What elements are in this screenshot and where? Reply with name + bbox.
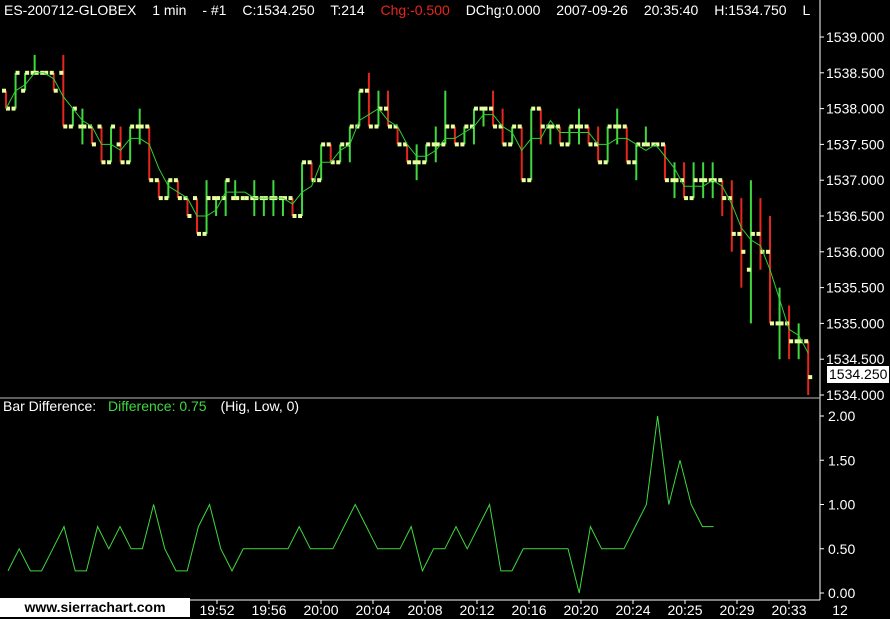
time-label: 20:35:40 (643, 2, 699, 18)
time-axis-label: 19:52 (199, 602, 234, 618)
low-label-truncated: L (802, 2, 811, 18)
interval-label: 1 min (152, 2, 187, 18)
ticks-label: T:214 (330, 2, 365, 18)
difference-axis-label: 1.00 (828, 497, 855, 513)
price-pane[interactable] (2, 54, 813, 395)
price-axis-label: 1538.500 (826, 65, 885, 81)
time-axis-label: 20:16 (511, 602, 546, 618)
time-axis-label: 20:08 (407, 602, 442, 618)
price-axis-label: 1536.000 (826, 244, 885, 260)
difference-pane[interactable] (7, 415, 714, 594)
price-axis-label: 1538.000 (826, 101, 885, 117)
subgraph-params: (Hig, Low, 0) (220, 398, 300, 414)
price-axis-label: 1535.500 (826, 280, 885, 296)
high-label: H:1534.750 (714, 2, 787, 18)
symbol-label: ES-200712-GLOBEX (4, 2, 137, 18)
time-axis-label: 20:33 (771, 602, 806, 618)
time-axis-label: 20:04 (355, 602, 390, 618)
price-axis-label: 1536.500 (826, 208, 885, 224)
sierrachart-link[interactable]: www.sierrachart.com (0, 598, 190, 617)
difference-axis-label: 0.00 (828, 585, 855, 601)
price-axis-label: 1537.000 (826, 172, 885, 188)
day-axis-label: 12 (832, 602, 848, 618)
chart-header: ES-200712-GLOBEX 1 min - #1 C:1534.250 T… (4, 2, 822, 18)
price-axis-label: 1537.500 (826, 136, 885, 152)
difference-axis-label: 2.00 (828, 408, 855, 424)
difference-line (7, 415, 714, 594)
chart-number-label: - #1 (202, 2, 227, 18)
moving-average-line (5, 72, 809, 354)
price-axis-label: 1535.000 (826, 315, 885, 331)
current-price-badge: 1534.250 (827, 366, 889, 383)
change-label: Chg:-0.500 (380, 2, 450, 18)
time-axis-label: 20:20 (563, 602, 598, 618)
date-label: 2007-09-26 (556, 2, 628, 18)
time-axis-label: 20:25 (667, 602, 702, 618)
subgraph-title: Bar Difference: Difference: 0.75 (Hig, L… (3, 398, 299, 414)
time-axis-label: 19:56 (251, 602, 286, 618)
price-axis-label: 1539.000 (826, 29, 885, 45)
time-axis-label: 20:12 (459, 602, 494, 618)
difference-value: Difference: 0.75 (108, 398, 207, 414)
time-axis-label: 20:24 (615, 602, 650, 618)
daily-change-label: DChg:0.000 (465, 2, 541, 18)
difference-axis-label: 0.50 (828, 541, 855, 557)
price-axis-label: 1534.500 (826, 351, 885, 367)
time-axis-label: 20:00 (303, 602, 338, 618)
price-axis-label: 1534.000 (826, 387, 885, 403)
close-label: C:1534.250 (242, 2, 315, 18)
time-axis-label: 20:29 (719, 602, 754, 618)
difference-axis-label: 1.50 (828, 452, 855, 468)
subgraph-label: Bar Difference: (3, 398, 97, 414)
